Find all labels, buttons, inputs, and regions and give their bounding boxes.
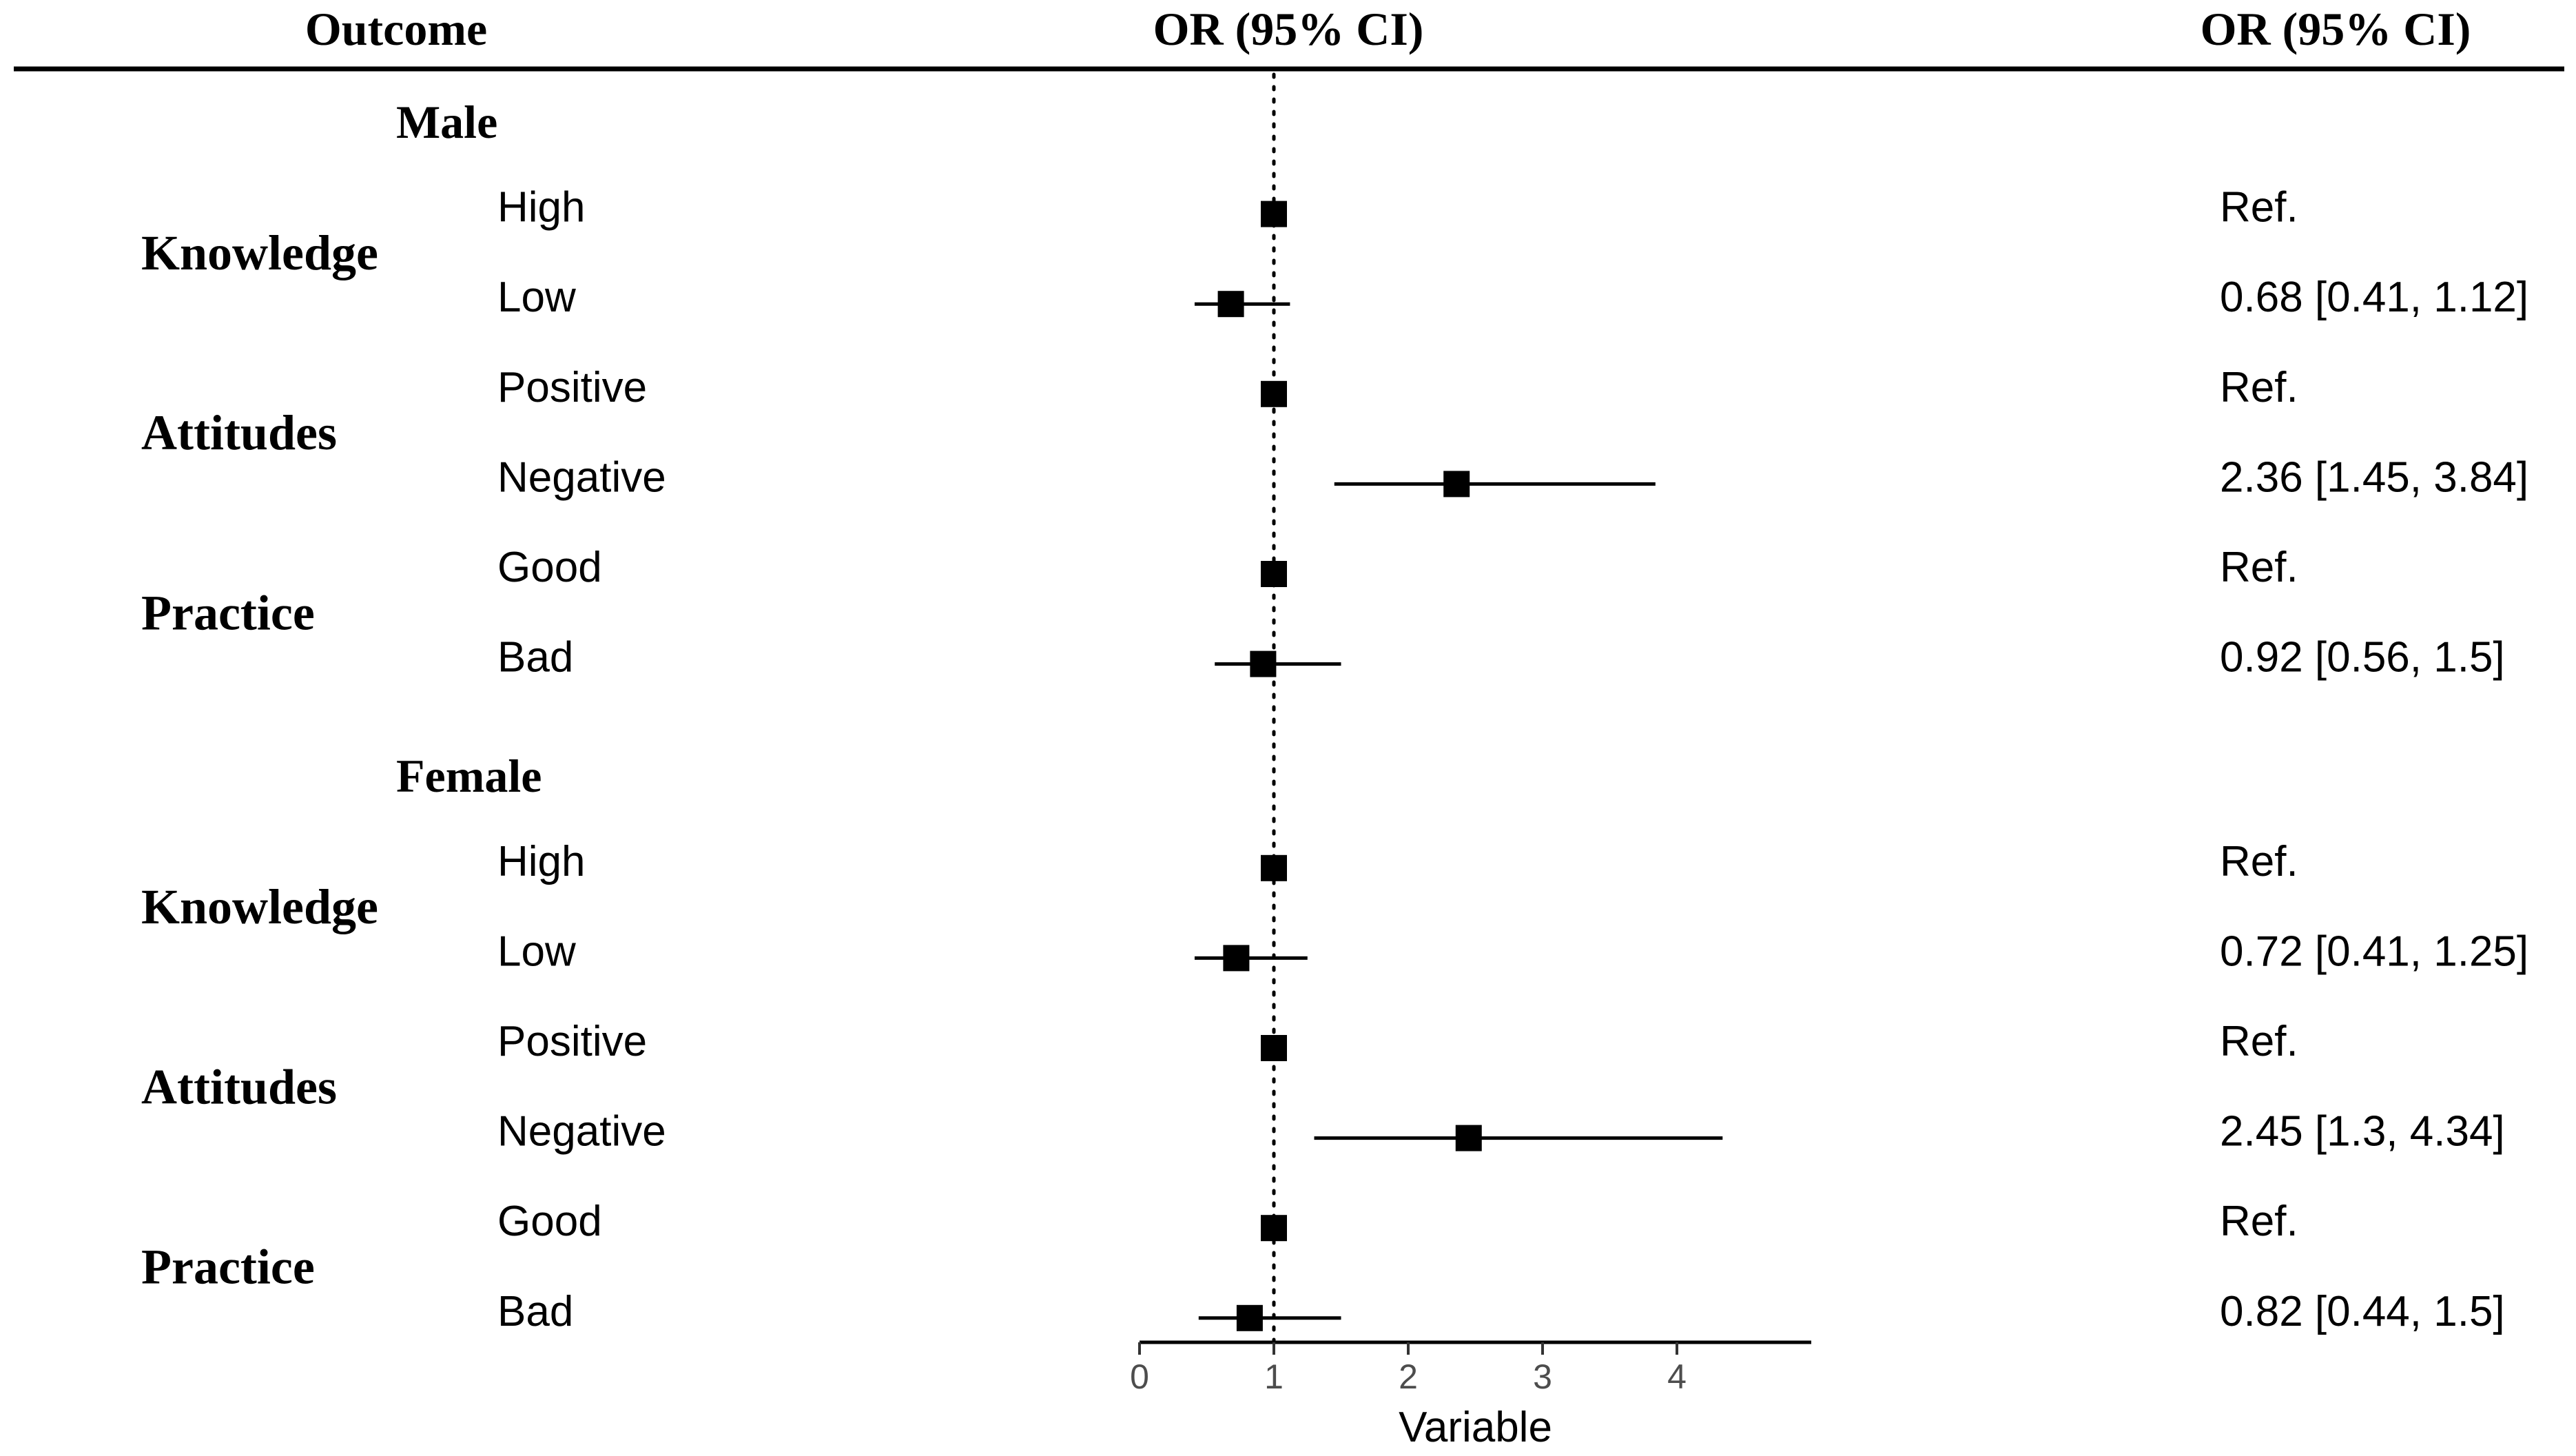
level-label: Negative	[497, 1108, 666, 1156]
x-tick-label: 0	[1130, 1357, 1149, 1396]
point-estimate	[1261, 201, 1287, 227]
estimate-text: 0.92 [0.56, 1.5]	[2220, 634, 2505, 681]
estimate-text: 2.45 [1.3, 4.34]	[2220, 1108, 2505, 1156]
x-axis-label: Variable	[1399, 1404, 1552, 1451]
point-estimate	[1261, 561, 1287, 587]
outcome-label: Knowledge	[141, 225, 378, 280]
level-label: Positive	[497, 364, 647, 411]
level-label: High	[497, 838, 586, 885]
header-plot-title: OR (95% CI)	[1153, 3, 1424, 55]
x-tick-label: 1	[1264, 1357, 1284, 1396]
estimate-text: Ref.	[2220, 838, 2298, 885]
group-label: Female	[396, 750, 542, 802]
point-estimate	[1223, 945, 1250, 972]
group-label: Male	[396, 96, 497, 148]
estimate-text: Ref.	[2220, 544, 2298, 591]
outcome-label: Attitudes	[141, 405, 337, 460]
point-estimate	[1261, 380, 1287, 407]
estimate-text: 0.82 [0.44, 1.5]	[2220, 1288, 2505, 1335]
level-label: High	[497, 184, 586, 232]
point-estimate	[1455, 1125, 1482, 1151]
outcome-label: Practice	[141, 1240, 315, 1295]
outcome-label: Attitudes	[141, 1059, 337, 1114]
point-estimate	[1261, 1215, 1287, 1242]
level-label: Low	[497, 274, 576, 321]
estimate-text: 0.72 [0.41, 1.25]	[2220, 927, 2528, 975]
estimate-text: 0.68 [0.41, 1.12]	[2220, 274, 2528, 321]
point-estimate	[1443, 471, 1470, 498]
header-outcome: Outcome	[305, 3, 487, 55]
point-estimate	[1236, 1304, 1263, 1331]
level-label: Bad	[497, 1288, 573, 1335]
estimate-text: Ref.	[2220, 364, 2298, 411]
x-tick-label: 3	[1533, 1357, 1552, 1396]
point-estimate	[1250, 650, 1277, 677]
level-label: Positive	[497, 1018, 647, 1065]
estimate-text: 2.36 [1.45, 3.84]	[2220, 453, 2528, 501]
estimate-text: Ref.	[2220, 184, 2298, 232]
x-tick-label: 2	[1399, 1357, 1418, 1396]
level-label: Good	[497, 1198, 602, 1245]
estimate-text: Ref.	[2220, 1018, 2298, 1065]
header-value-title: OR (95% CI)	[2201, 3, 2471, 55]
point-estimate	[1217, 291, 1244, 318]
x-tick-label: 4	[1667, 1357, 1687, 1396]
level-label: Low	[497, 927, 576, 975]
level-label: Good	[497, 544, 602, 591]
point-estimate	[1261, 1035, 1287, 1061]
level-label: Negative	[497, 453, 666, 501]
outcome-label: Knowledge	[141, 879, 378, 934]
level-label: Bad	[497, 634, 573, 681]
x-axis: 0 1 2 3 4	[1130, 1340, 1811, 1396]
estimate-text: Ref.	[2220, 1198, 2298, 1245]
outcome-label: Practice	[141, 585, 315, 640]
point-estimate	[1261, 854, 1287, 881]
